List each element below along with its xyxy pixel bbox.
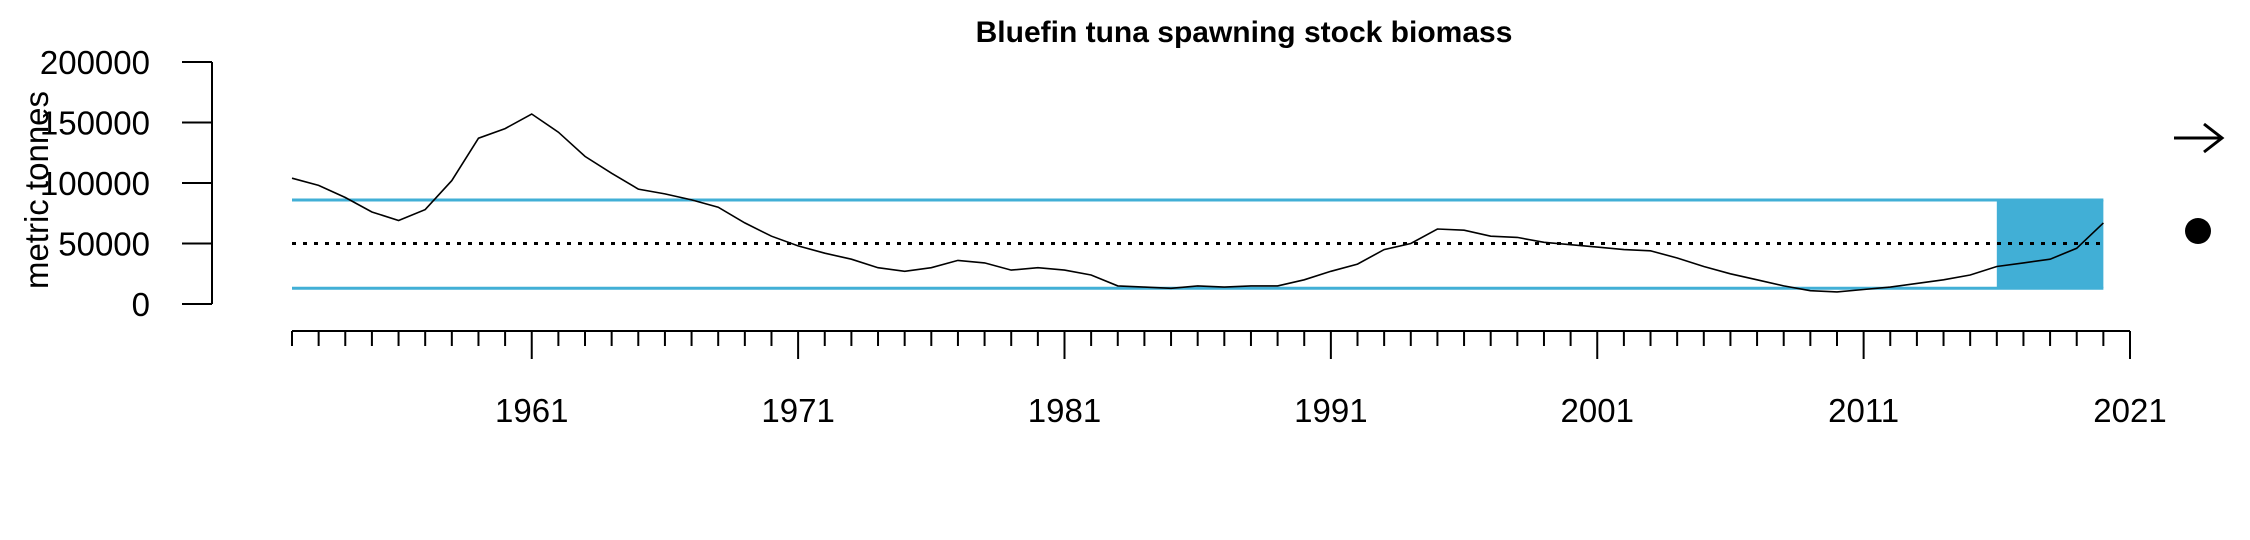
x-tick-label: 1991	[1294, 392, 1367, 429]
x-tick-label: 2011	[1828, 392, 1899, 429]
y-axis: 0 50000 100000 150000 200000	[40, 44, 213, 323]
x-tick-label: 1971	[761, 392, 834, 429]
arrow-right-icon	[2174, 122, 2225, 154]
x-tick-label: 2021	[2093, 392, 2166, 429]
y-tick-label: 100000	[40, 165, 150, 202]
y-tick-label: 50000	[58, 226, 150, 263]
y-tick-label: 150000	[40, 105, 150, 142]
series-line	[291, 113, 2104, 293]
x-axis: 1961 1971 1981 1991 2001 2011 2021	[291, 330, 2167, 429]
x-tick-label: 1981	[1028, 392, 1101, 429]
y-tick-label: 0	[132, 286, 150, 323]
chart-title: Bluefin tuna spawning stock biomass	[976, 16, 1513, 49]
y-tick-label: 200000	[40, 44, 150, 81]
y-axis-label: metric tonnes	[18, 91, 55, 289]
plot-area	[291, 113, 2104, 293]
x-tick-label: 1961	[495, 392, 568, 429]
x-tick-label: 2001	[1561, 392, 1634, 429]
indicators	[2174, 122, 2225, 244]
dot-icon	[2185, 218, 2211, 244]
